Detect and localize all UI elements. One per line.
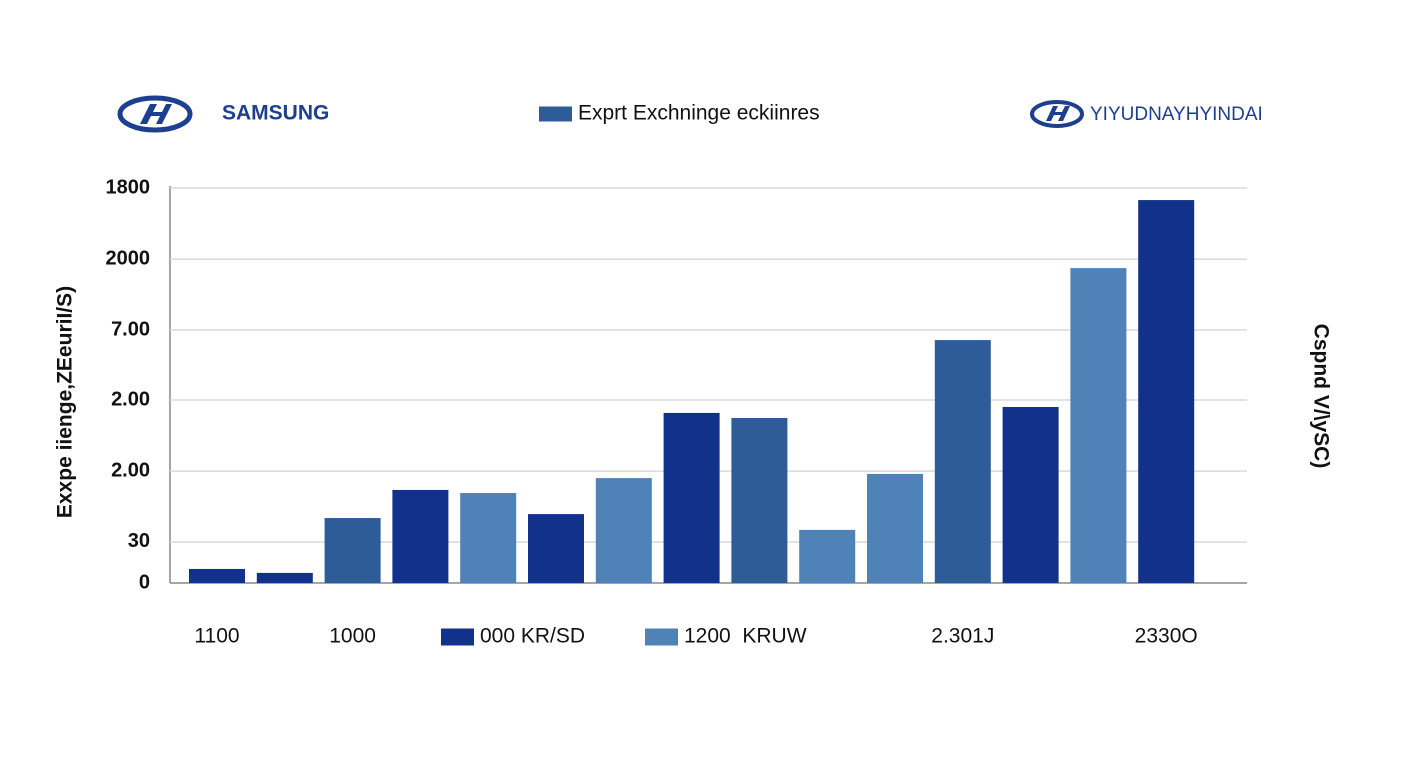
- legend-label: 000 KR/SD: [480, 625, 585, 648]
- logo: [117, 95, 193, 133]
- y-axis-title: Exxpe iienge,ZEeuriI/S): [54, 286, 77, 518]
- y2-axis-title: Cspnd V/\ySC): [1309, 324, 1332, 469]
- bar: [867, 473, 923, 583]
- bar: [799, 529, 856, 583]
- y-tick-label: 2.00: [111, 459, 150, 481]
- legend-swatch: [645, 628, 678, 646]
- y-tick-label: 1800: [106, 176, 151, 198]
- x-tick-label: 2330O: [1135, 625, 1198, 648]
- y-tick-label: 7.00: [111, 318, 150, 340]
- y-tick-label: 0: [139, 571, 150, 593]
- bar: [392, 489, 449, 583]
- bar: [1138, 200, 1195, 583]
- legend-label: 1200 KRUW: [684, 625, 807, 648]
- legend-swatch: [539, 106, 572, 122]
- y-tick-label: 2.00: [111, 388, 150, 410]
- bar: [460, 493, 517, 583]
- x-tick-label: 1000: [329, 625, 376, 648]
- bar: [1070, 268, 1127, 583]
- bar: [1002, 407, 1059, 583]
- x-tick-label: 2.301J: [931, 625, 994, 648]
- bar: [663, 412, 720, 583]
- bar: [256, 572, 313, 583]
- bar: [324, 518, 381, 583]
- y-tick-label: 2000: [106, 247, 151, 269]
- logo: [1030, 100, 1084, 128]
- bar: [731, 417, 788, 583]
- bar: [595, 478, 652, 583]
- bar: [528, 514, 584, 583]
- bar: [934, 340, 991, 583]
- brand: SAMSUNG: [222, 102, 329, 125]
- x-tick-label: 1100: [194, 625, 239, 648]
- legend-label: Exprt Exchninge eckiinres: [578, 102, 820, 125]
- bar: [189, 568, 245, 583]
- y-tick-label: 30: [128, 530, 150, 552]
- legend-swatch: [441, 628, 474, 646]
- brand: YIYUDNAYHYINDAI: [1090, 104, 1263, 125]
